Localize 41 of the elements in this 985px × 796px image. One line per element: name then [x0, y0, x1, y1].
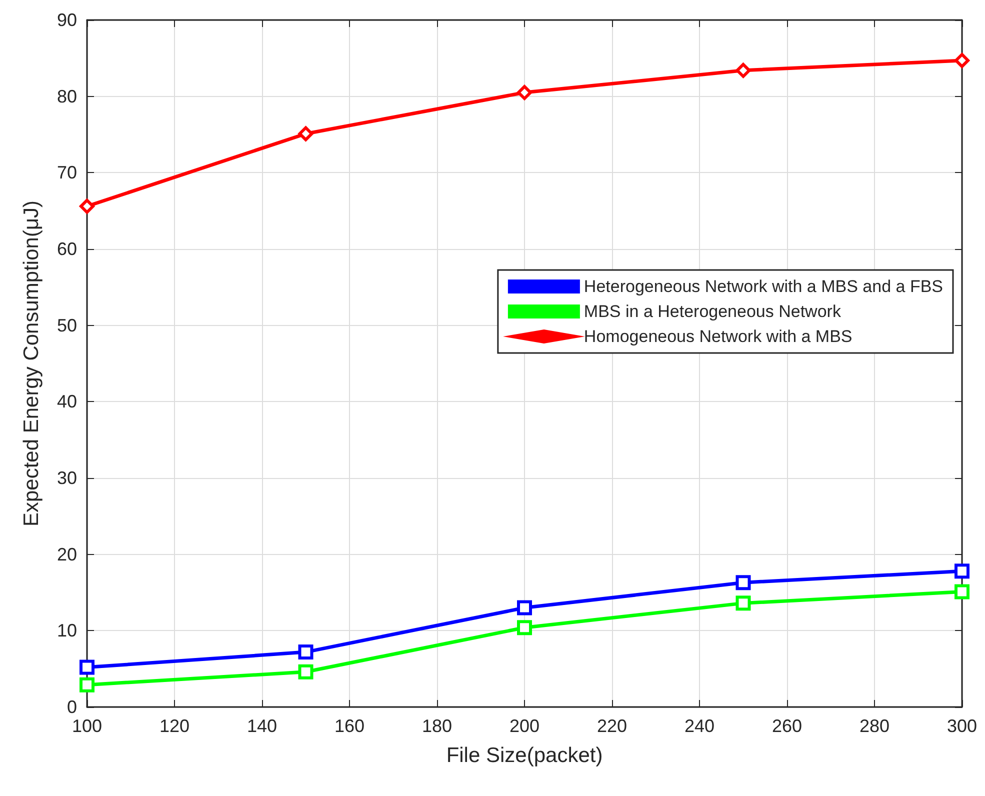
- point: [517, 600, 532, 616]
- legend-label: Heterogeneous Network with a MBS and a FBS: [584, 277, 944, 296]
- point: [298, 644, 314, 660]
- point: [80, 198, 94, 214]
- point: [954, 584, 970, 600]
- x-tick-label: 220: [596, 716, 628, 736]
- legend-label: MBS in a Heterogeneous Network: [584, 302, 842, 321]
- y-tick-label: 30: [56, 468, 77, 488]
- x-tick-label: 140: [246, 716, 278, 736]
- legend-label: Homogeneous Network with a MBS: [584, 327, 852, 346]
- point: [736, 596, 751, 611]
- point: [298, 664, 314, 680]
- x-tick-label: 300: [946, 716, 978, 736]
- x-tick-label: 100: [72, 716, 102, 736]
- point: [80, 677, 94, 692]
- x-tick-label: 200: [509, 716, 540, 736]
- x-tick-label: 240: [684, 716, 715, 736]
- point: [80, 660, 94, 675]
- point: [736, 62, 751, 78]
- point: [954, 52, 970, 68]
- y-tick-label: 20: [56, 544, 77, 564]
- x-tick-label: 120: [159, 716, 190, 736]
- point: [954, 564, 970, 579]
- y-tick-label: 10: [56, 620, 77, 641]
- y-tick-label: 0: [66, 697, 77, 717]
- x-tick-label: 280: [859, 716, 890, 736]
- x-tick-label: 180: [422, 716, 452, 736]
- x-axis-title: File Size(packet): [446, 744, 603, 767]
- y-tick-label: 60: [56, 239, 77, 259]
- y-tick-label: 90: [56, 10, 77, 30]
- y-axis-title: Expected Energy Consumption(μJ): [20, 200, 43, 527]
- point: [298, 126, 314, 142]
- y-tick-label: 50: [56, 315, 77, 336]
- y-tick-label: 70: [56, 162, 77, 183]
- point: [517, 85, 532, 100]
- point: [736, 575, 751, 590]
- y-tick-label: 80: [56, 86, 77, 106]
- x-tick-label: 260: [772, 716, 802, 736]
- x-tick-label: 160: [334, 716, 365, 736]
- point: [517, 620, 532, 636]
- y-tick-label: 40: [56, 392, 77, 412]
